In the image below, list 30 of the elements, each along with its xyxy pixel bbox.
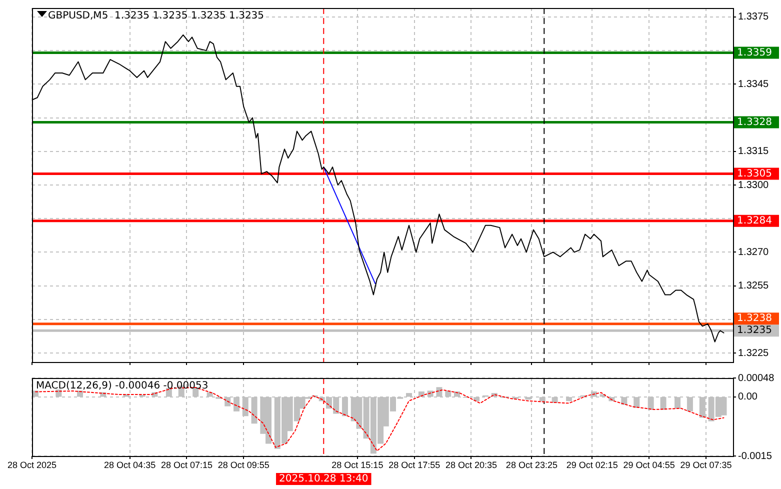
x-tick-label: 28 Oct 09:55 bbox=[218, 460, 270, 470]
x-tick-label: 28 Oct 07:15 bbox=[160, 460, 212, 470]
y-tick-label: 1.3270 bbox=[738, 246, 770, 258]
x-tick-label: 28 Oct 20:35 bbox=[445, 460, 498, 470]
x-tick-label: 29 Oct 02:15 bbox=[566, 460, 618, 470]
ref-line-label: 1.3238 bbox=[737, 313, 772, 324]
x-tick-label: 28 Oct 15:15 bbox=[332, 460, 384, 470]
ref-line-label: 2025.10.28 13:40 bbox=[279, 474, 368, 485]
x-tick-label: 29 Oct 07:35 bbox=[680, 460, 732, 470]
x-tick-label: 28 Oct 04:35 bbox=[104, 460, 156, 470]
x-tick-label: 28 Oct 23:25 bbox=[506, 460, 558, 470]
ref-line-label: 1.3305 bbox=[737, 168, 772, 180]
y-tick-label: -0.0015 bbox=[738, 450, 772, 462]
chart-title: MACD(12,26,9) -0.00046 -0.00053 bbox=[36, 380, 208, 392]
y-tick-label: 0.00 bbox=[738, 392, 758, 403]
ref-line-label: 1.3359 bbox=[737, 47, 772, 58]
x-tick-label: 28 Oct 17:55 bbox=[388, 460, 440, 470]
y-tick-label: 1.3225 bbox=[738, 348, 770, 359]
ref-line-label: 1.3328 bbox=[737, 116, 772, 128]
chart-title: GBPUSD,M5 1.3235 1.3235 1.3235 1.3235 bbox=[48, 10, 264, 22]
y-tick-label: 0.00048 bbox=[738, 372, 775, 384]
x-tick-label: 29 Oct 04:55 bbox=[623, 460, 675, 470]
y-tick-label: 1.3300 bbox=[738, 180, 770, 191]
y-tick-label: 1.3375 bbox=[738, 12, 770, 23]
ref-line-label: 1.3284 bbox=[737, 215, 772, 226]
y-tick-label: 1.3255 bbox=[738, 280, 770, 292]
y-tick-label: 1.3315 bbox=[738, 146, 770, 158]
y-tick-label: 1.3345 bbox=[738, 78, 770, 90]
ref-line-label: 1.3235 bbox=[737, 325, 772, 336]
x-tick-label: 28 Oct 2025 bbox=[7, 460, 57, 470]
